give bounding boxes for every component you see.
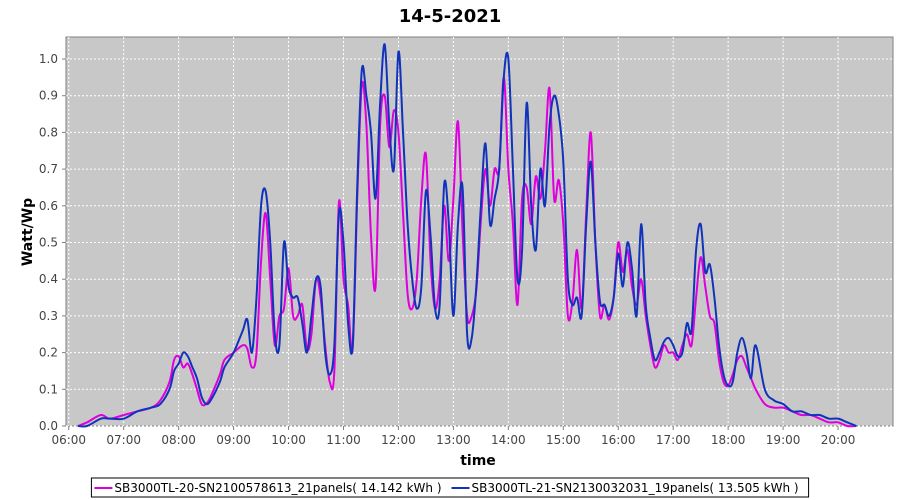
y-axis: 0.0 0.1 0.2 0.3 0.4 0.5 0.6 0.7 0.8 0.9 1.0: [39, 52, 66, 433]
legend-label-2: SB3000TL-21-SN2130032031_19panels( 13.50…: [472, 481, 799, 495]
x-tick-label: 20:00: [821, 433, 856, 447]
x-tick-label: 13:00: [436, 433, 471, 447]
y-tick-label: 0.5: [39, 236, 58, 250]
x-tick-label: 19:00: [766, 433, 801, 447]
legend: SB3000TL-20-SN2100578613_21panels( 14.14…: [90, 477, 810, 498]
x-tick-label: 18:00: [711, 433, 746, 447]
x-tick-label: 15:00: [546, 433, 581, 447]
series-line-1: [77, 76, 857, 428]
chart-title: 14-5-2021: [399, 6, 502, 27]
x-tick-label: 10:00: [271, 433, 306, 447]
x-axis-label: time: [460, 453, 496, 469]
y-tick-label: 0.2: [39, 346, 58, 360]
series-line-2: [77, 43, 857, 428]
x-tick-label: 08:00: [161, 433, 196, 447]
x-tick-label: 16:00: [601, 433, 636, 447]
y-axis-label: Watt/Wp: [20, 198, 36, 266]
y-tick-label: 0.0: [39, 419, 58, 433]
series-layer: [77, 43, 857, 428]
x-tick-label: 06:00: [51, 433, 86, 447]
y-tick-label: 1.0: [39, 52, 58, 66]
legend-label-1: SB3000TL-20-SN2100578613_21panels( 14.14…: [114, 481, 441, 495]
y-tick-label: 0.8: [39, 125, 58, 139]
grid-lines: [66, 37, 893, 427]
x-tick-label: 17:00: [656, 433, 691, 447]
y-tick-label: 0.3: [39, 309, 58, 323]
x-tick-label: 11:00: [326, 433, 361, 447]
x-tick-label: 07:00: [106, 433, 141, 447]
x-axis: 06:00 07:00 08:00 09:00 10:00 11:00 12:00 13:00…: [51, 426, 855, 447]
y-tick-label: 0.9: [39, 89, 58, 103]
x-tick-label: 09:00: [216, 433, 251, 447]
y-tick-label: 0.6: [39, 199, 58, 213]
legend-box: [90, 477, 810, 498]
x-tick-label: 12:00: [381, 433, 416, 447]
y-tick-label: 0.7: [39, 162, 58, 176]
y-tick-label: 0.4: [39, 272, 58, 286]
x-tick-label: 14:00: [491, 433, 526, 447]
y-tick-label: 0.1: [39, 382, 58, 396]
